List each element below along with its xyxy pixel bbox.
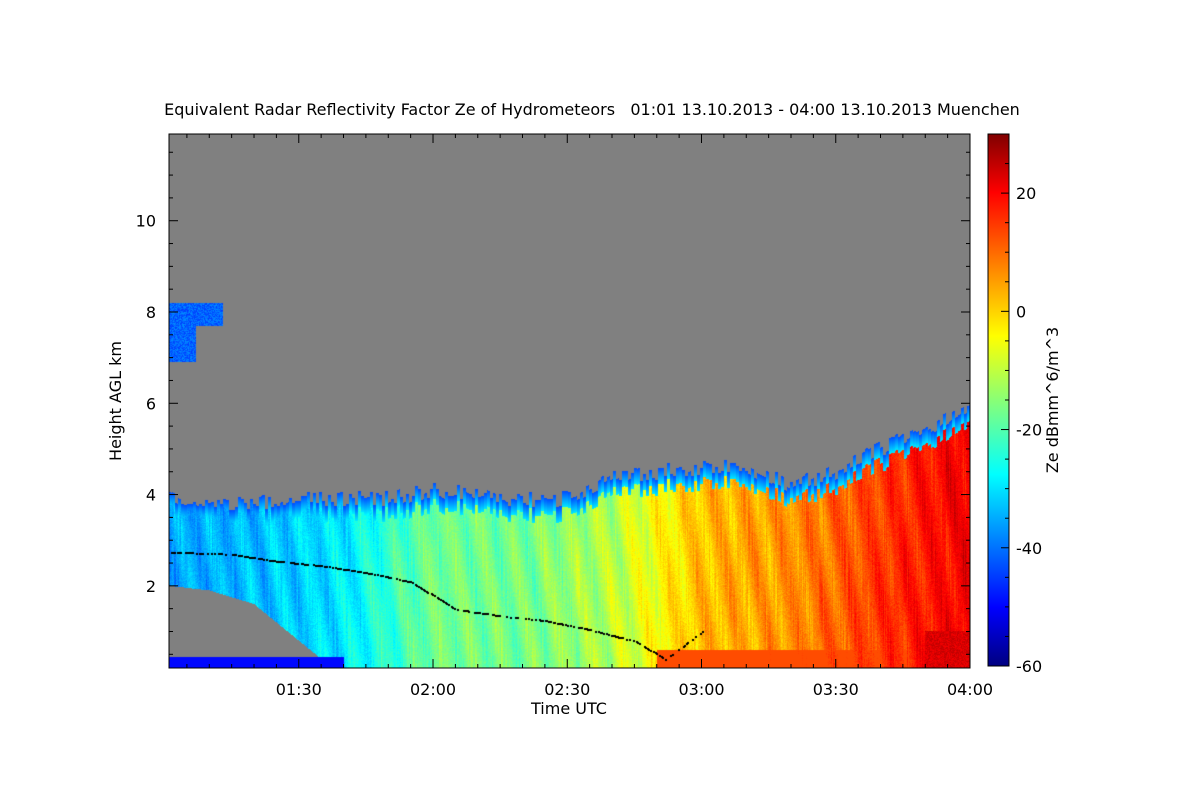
y-tick-label: 2 bbox=[146, 577, 156, 596]
x-tick-label: 03:00 bbox=[678, 680, 724, 699]
colorbar-tick-label: 20 bbox=[1016, 184, 1036, 203]
x-axis-label: Time UTC bbox=[530, 699, 607, 718]
y-tick-label: 10 bbox=[136, 212, 156, 231]
x-tick-label: 02:30 bbox=[544, 680, 590, 699]
x-tick-label: 03:30 bbox=[813, 680, 859, 699]
x-tick-label: 04:00 bbox=[947, 680, 993, 699]
colorbar-ticks: -60 -40 -20 0 20 bbox=[1001, 133, 1042, 676]
y-tick-label: 4 bbox=[146, 486, 156, 505]
y-axis-ticks: 2 4 6 8 10 bbox=[136, 151, 970, 655]
y-axis-label: Height AGL km bbox=[106, 341, 125, 461]
plot-frame bbox=[168, 133, 971, 669]
y-tick-label: 8 bbox=[146, 303, 156, 322]
plot-area bbox=[168, 133, 971, 669]
colorbar-tick-label: -60 bbox=[1016, 657, 1042, 676]
x-tick-label: 02:00 bbox=[410, 680, 456, 699]
reflectivity-heatmap bbox=[169, 134, 970, 668]
y-tick-label: 6 bbox=[146, 394, 156, 413]
chart-title: Equivalent Radar Reflectivity Factor Ze … bbox=[164, 100, 1020, 119]
colorbar: -60 -40 -20 0 20 bbox=[987, 133, 1042, 676]
colorbar-label: Ze dBmm^6/m^3 bbox=[1043, 327, 1062, 473]
colorbar-tick-label: -40 bbox=[1016, 539, 1042, 558]
colorbar-tick-label: -20 bbox=[1016, 421, 1042, 440]
x-tick-label: 01:30 bbox=[276, 680, 322, 699]
colorbar-tick-label: 0 bbox=[1016, 302, 1026, 321]
x-axis-ticks: 01:30 02:00 02:30 03:00 03:30 04:00 bbox=[186, 134, 993, 699]
